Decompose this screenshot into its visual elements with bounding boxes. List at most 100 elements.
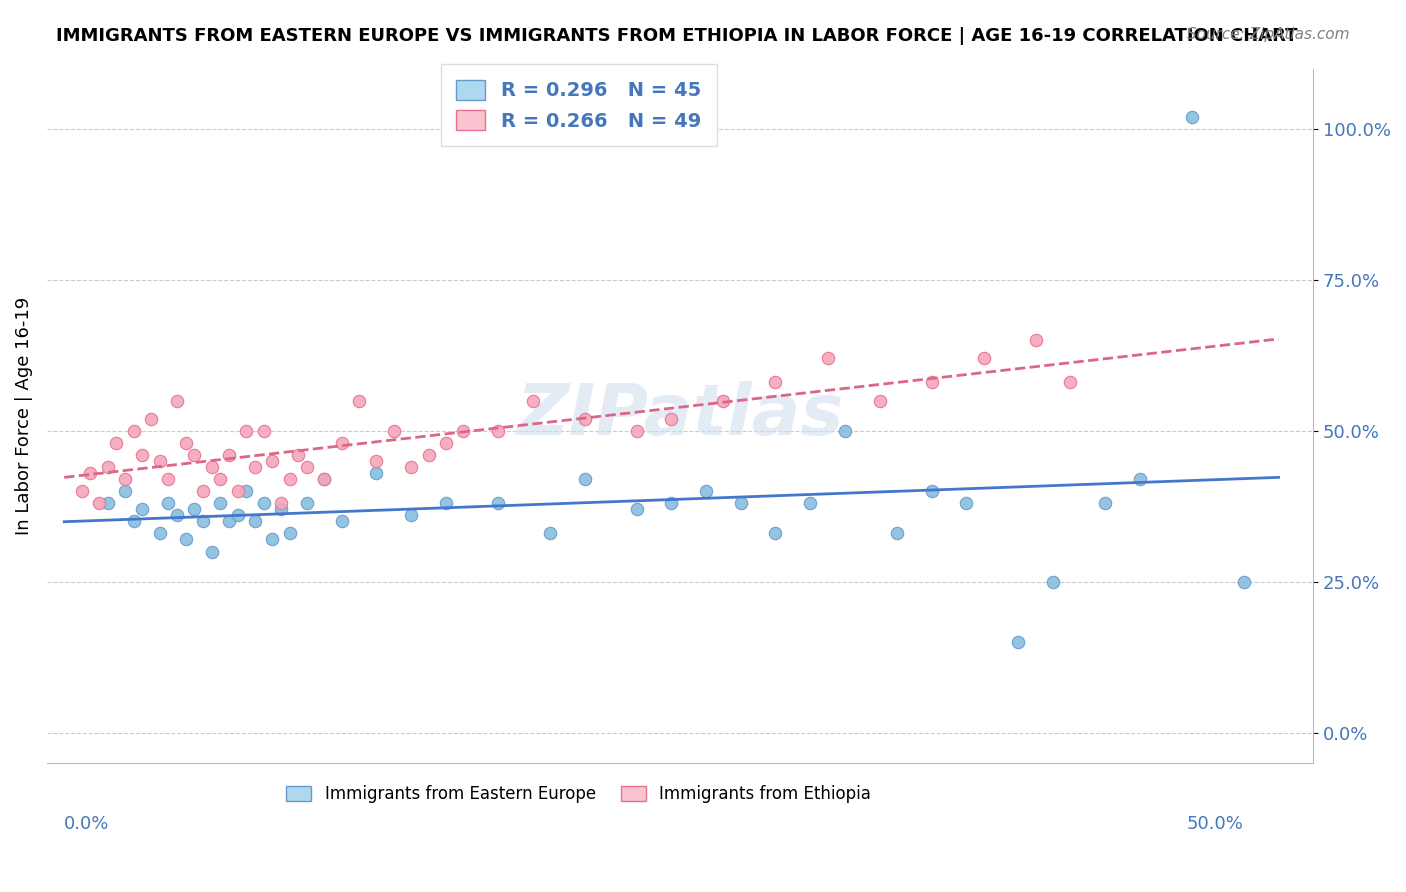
Point [149,526,172,541]
Point [730,496,752,510]
Point [235,484,257,499]
Point [434,496,457,510]
Point [626,424,648,438]
Point [574,411,596,425]
Point [157,472,180,486]
Text: ZIPatlas: ZIPatlas [516,381,844,450]
Point [486,496,509,510]
Point [253,424,276,438]
Point [287,448,309,462]
Text: IMMIGRANTS FROM EASTERN EUROPE VS IMMIGRANTS FROM ETHIOPIA IN LABOR FORCE | AGE : IMMIGRANTS FROM EASTERN EUROPE VS IMMIGR… [56,27,1298,45]
Point [973,351,995,366]
Point [661,411,683,425]
Point [270,502,292,516]
Point [1042,574,1064,589]
Point [97,496,120,510]
Point [114,484,136,499]
Point [191,484,214,499]
Point [149,454,172,468]
Point [262,454,284,468]
Point [218,448,240,462]
Point [713,393,735,408]
Y-axis label: In Labor Force | Age 16-19: In Labor Force | Age 16-19 [15,296,32,535]
Point [399,460,422,475]
Point [799,496,821,510]
Point [330,514,353,528]
Point [695,484,717,499]
Point [278,472,301,486]
Point [270,496,292,510]
Point [70,484,93,499]
Point [382,424,405,438]
Point [166,393,188,408]
Point [105,435,128,450]
Point [1094,496,1116,510]
Point [201,544,224,558]
Point [183,448,205,462]
Point [434,435,457,450]
Point [209,496,232,510]
Point [79,466,101,480]
Point [399,508,422,523]
Point [1007,635,1029,649]
Point [243,460,266,475]
Point [869,393,891,408]
Point [166,508,188,523]
Point [921,376,943,390]
Point [191,514,214,528]
Point [114,472,136,486]
Point [87,496,110,510]
Point [486,424,509,438]
Point [201,460,224,475]
Point [253,496,276,510]
Point [295,460,318,475]
Point [330,435,353,450]
Point [765,376,787,390]
Point [183,502,205,516]
Point [817,351,839,366]
Point [131,502,153,516]
Point [1233,574,1256,589]
Point [314,472,336,486]
Point [209,472,232,486]
Point [574,472,596,486]
Point [1129,472,1152,486]
Point [278,526,301,541]
Text: Source: ZipAtlas.com: Source: ZipAtlas.com [1187,27,1350,42]
Point [122,424,145,438]
Point [226,508,249,523]
Point [1181,110,1204,124]
Point [218,514,240,528]
Point [418,448,440,462]
Point [451,424,474,438]
Point [131,448,153,462]
Point [174,533,197,547]
Text: 0.0%: 0.0% [65,815,110,833]
Point [886,526,908,541]
Point [366,454,388,468]
Point [243,514,266,528]
Point [97,460,120,475]
Point [538,526,561,541]
Point [921,484,943,499]
Point [347,393,370,408]
Point [226,484,249,499]
Point [834,424,856,438]
Point [235,424,257,438]
Point [1025,333,1047,347]
Point [955,496,977,510]
Point [626,502,648,516]
Point [366,466,388,480]
Point [139,411,162,425]
Point [314,472,336,486]
Point [522,393,544,408]
Point [661,496,683,510]
Point [295,496,318,510]
Point [122,514,145,528]
Point [157,496,180,510]
Point [174,435,197,450]
Point [262,533,284,547]
Point [765,526,787,541]
Text: 50.0%: 50.0% [1187,815,1244,833]
Point [1059,376,1081,390]
